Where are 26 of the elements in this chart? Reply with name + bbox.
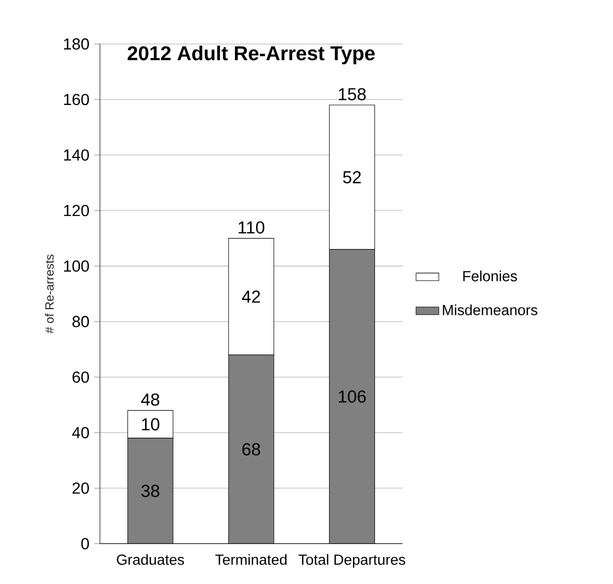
x-tick-label: Terminated — [215, 554, 287, 566]
total-label: 158 — [338, 88, 366, 100]
legend-label: Misdemeanors — [442, 304, 538, 316]
data-label: 52 — [343, 171, 361, 184]
x-tick-label: Total Departures — [298, 554, 406, 568]
y-tick-label: 120 — [64, 205, 89, 216]
y-tick-label: 160 — [64, 94, 89, 106]
y-tick-label: 100 — [64, 260, 89, 272]
x-tick-label: Graduates — [116, 554, 184, 566]
y-tick-label: 80 — [72, 316, 89, 328]
data-label: 38 — [141, 484, 160, 498]
y-tick-label: 0 — [81, 538, 89, 550]
y-tick-label: 140 — [64, 150, 89, 161]
y-axis-title: # of Re-arrests — [44, 254, 54, 334]
y-tick-label: 40 — [72, 427, 89, 438]
data-label: 68 — [242, 443, 260, 456]
chart-title: 2012 Adult Re-Arrest Type — [128, 46, 375, 64]
y-tick-label: 20 — [72, 482, 89, 494]
data-label: 10 — [142, 418, 160, 431]
total-label: 110 — [238, 221, 264, 234]
legend-label: Felonies — [463, 270, 517, 282]
y-tick-label: 60 — [72, 372, 89, 383]
y-tick-label: 180 — [64, 38, 89, 50]
total-label: 48 — [141, 394, 160, 406]
data-label: 42 — [242, 290, 260, 303]
data-label: 106 — [338, 390, 366, 403]
